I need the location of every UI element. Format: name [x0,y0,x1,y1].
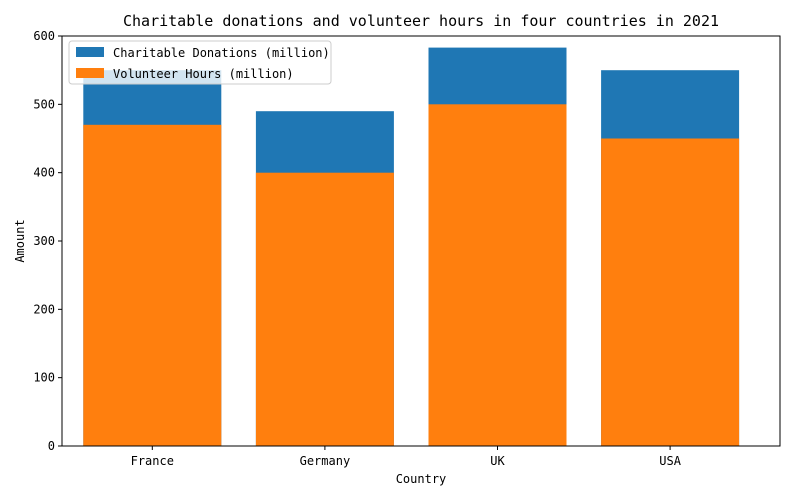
legend-swatch-donations [76,47,104,57]
x-tick-label-germany: Germany [300,454,351,468]
bars [83,47,740,447]
y-tick-label: 0 [48,439,55,453]
x-tick-label-uk: UK [490,454,505,468]
y-axis-label: Amount [13,219,27,262]
legend-box [68,40,332,85]
y-tick-label: 300 [33,234,55,248]
chart-title: Charitable donations and volunteer hours… [123,12,719,30]
legend: Charitable Donations (million) Volunteer… [68,40,332,85]
bar-volunteer-hours-usa [601,138,740,446]
y-tick-label: 500 [33,97,55,111]
legend-label-volunteer-hours: Volunteer Hours (million) [113,67,294,81]
bar-volunteer-hours-france [83,124,222,447]
bar-volunteer-hours-uk [428,104,567,447]
x-tick-label-france: France [131,454,174,468]
y-axis: 0 100 200 300 400 500 600 [33,29,62,453]
legend-label-donations: Charitable Donations (million) [113,46,330,60]
y-tick-label: 200 [33,302,55,316]
x-axis-label: Country [396,472,447,486]
y-tick-label: 100 [33,371,55,385]
x-tick-label-usa: USA [659,454,681,468]
bar-volunteer-hours-germany [255,172,394,446]
y-tick-label: 400 [33,166,55,180]
x-axis: France Germany UK USA [131,446,682,468]
legend-swatch-volunteer-hours [76,68,104,78]
y-tick-label: 600 [33,29,55,43]
